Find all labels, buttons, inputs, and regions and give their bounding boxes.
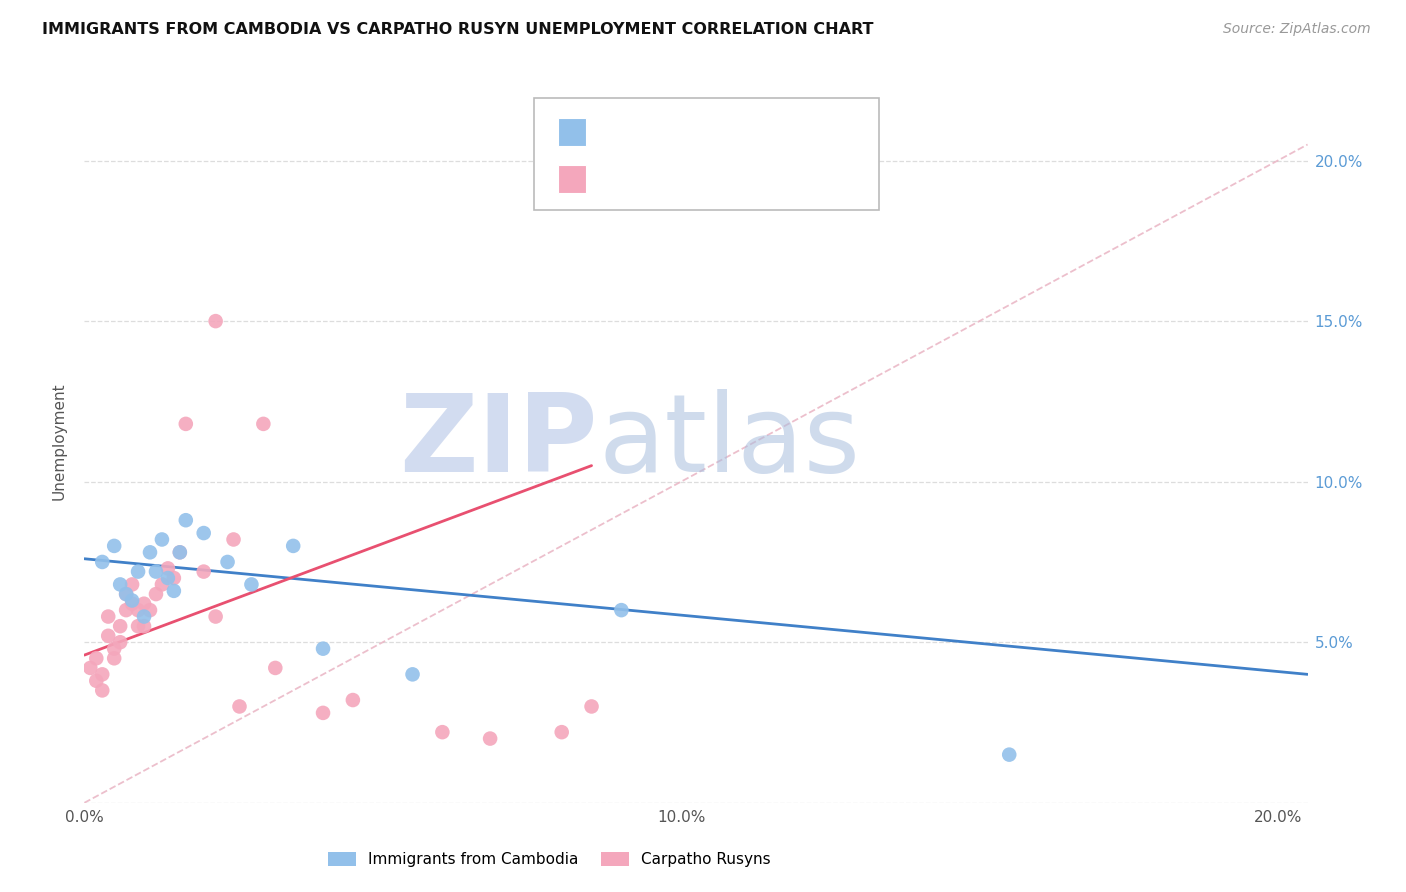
- Carpatho Rusyns: [97, 629, 120, 643]
- Immigrants from Cambodia: [156, 571, 179, 585]
- Immigrants from Cambodia: [174, 513, 197, 527]
- Immigrants from Cambodia: [217, 555, 239, 569]
- Immigrants from Cambodia: [115, 587, 138, 601]
- Immigrants from Cambodia: [108, 577, 131, 591]
- Legend: Immigrants from Cambodia, Carpatho Rusyns: Immigrants from Cambodia, Carpatho Rusyn…: [328, 853, 770, 867]
- Carpatho Rusyns: [132, 597, 155, 611]
- Carpatho Rusyns: [174, 417, 197, 431]
- Carpatho Rusyns: [84, 651, 107, 665]
- Carpatho Rusyns: [551, 725, 574, 739]
- Immigrants from Cambodia: [163, 583, 186, 598]
- Carpatho Rusyns: [150, 577, 173, 591]
- Immigrants from Cambodia: [132, 609, 155, 624]
- Carpatho Rusyns: [132, 619, 155, 633]
- Carpatho Rusyns: [139, 603, 162, 617]
- Carpatho Rusyns: [252, 417, 274, 431]
- Text: Source: ZipAtlas.com: Source: ZipAtlas.com: [1223, 22, 1371, 37]
- Carpatho Rusyns: [103, 651, 125, 665]
- Carpatho Rusyns: [264, 661, 287, 675]
- Immigrants from Cambodia: [998, 747, 1021, 762]
- Y-axis label: Unemployment: Unemployment: [51, 383, 66, 500]
- Immigrants from Cambodia: [169, 545, 191, 559]
- Carpatho Rusyns: [79, 661, 101, 675]
- Text: R =: R =: [598, 174, 634, 192]
- Immigrants from Cambodia: [121, 593, 143, 607]
- Text: -0.294: -0.294: [640, 127, 699, 145]
- Text: N =: N =: [717, 174, 754, 192]
- Carpatho Rusyns: [204, 609, 226, 624]
- Immigrants from Cambodia: [127, 565, 149, 579]
- Carpatho Rusyns: [91, 667, 114, 681]
- Carpatho Rusyns: [432, 725, 454, 739]
- Carpatho Rusyns: [108, 635, 131, 649]
- Immigrants from Cambodia: [312, 641, 335, 656]
- Carpatho Rusyns: [145, 587, 167, 601]
- Immigrants from Cambodia: [139, 545, 162, 559]
- Carpatho Rusyns: [222, 533, 245, 547]
- Immigrants from Cambodia: [193, 526, 215, 541]
- Carpatho Rusyns: [312, 706, 335, 720]
- Carpatho Rusyns: [97, 609, 120, 624]
- Carpatho Rusyns: [193, 565, 215, 579]
- Carpatho Rusyns: [121, 597, 143, 611]
- Text: R =: R =: [598, 127, 634, 145]
- Carpatho Rusyns: [108, 619, 131, 633]
- Immigrants from Cambodia: [91, 555, 114, 569]
- Immigrants from Cambodia: [283, 539, 305, 553]
- Carpatho Rusyns: [84, 673, 107, 688]
- Carpatho Rusyns: [127, 603, 149, 617]
- Carpatho Rusyns: [127, 619, 149, 633]
- Carpatho Rusyns: [115, 603, 138, 617]
- Immigrants from Cambodia: [103, 539, 125, 553]
- Carpatho Rusyns: [581, 699, 603, 714]
- Carpatho Rusyns: [103, 641, 125, 656]
- Text: atlas: atlas: [598, 389, 860, 494]
- Carpatho Rusyns: [169, 545, 191, 559]
- Carpatho Rusyns: [204, 314, 226, 328]
- Immigrants from Cambodia: [150, 533, 173, 547]
- Immigrants from Cambodia: [145, 565, 167, 579]
- Carpatho Rusyns: [342, 693, 364, 707]
- Carpatho Rusyns: [228, 699, 250, 714]
- Text: 39: 39: [756, 174, 780, 192]
- Carpatho Rusyns: [115, 587, 138, 601]
- Carpatho Rusyns: [91, 683, 114, 698]
- Text: 0.302: 0.302: [640, 174, 699, 192]
- Text: N =: N =: [717, 127, 754, 145]
- Immigrants from Cambodia: [401, 667, 423, 681]
- Immigrants from Cambodia: [610, 603, 633, 617]
- Carpatho Rusyns: [479, 731, 502, 746]
- Text: IMMIGRANTS FROM CAMBODIA VS CARPATHO RUSYN UNEMPLOYMENT CORRELATION CHART: IMMIGRANTS FROM CAMBODIA VS CARPATHO RUS…: [42, 22, 873, 37]
- Text: ZIP: ZIP: [399, 389, 598, 494]
- Text: 22: 22: [756, 127, 780, 145]
- Carpatho Rusyns: [163, 571, 186, 585]
- Carpatho Rusyns: [121, 577, 143, 591]
- Carpatho Rusyns: [156, 561, 179, 575]
- Immigrants from Cambodia: [240, 577, 263, 591]
